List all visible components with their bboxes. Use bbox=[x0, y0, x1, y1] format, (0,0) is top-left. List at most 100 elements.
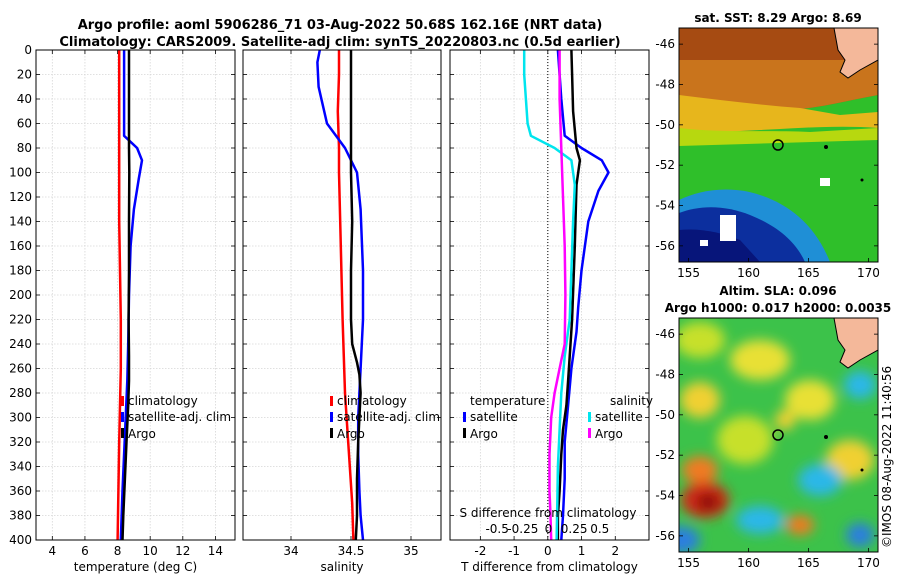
legend-label-temp-satellite: satellite bbox=[470, 410, 518, 424]
x-tick-label: -2 bbox=[474, 544, 486, 558]
y-tick-label: 360 bbox=[9, 484, 32, 498]
y-tick-label: 380 bbox=[9, 509, 32, 523]
plot-area bbox=[243, 49, 441, 541]
y-tick-label: 260 bbox=[9, 362, 32, 376]
x-tick-label: 0 bbox=[544, 544, 552, 558]
series-line-argo bbox=[349, 50, 362, 540]
plot-frame bbox=[35, 49, 236, 541]
x-tick-label: 14 bbox=[208, 544, 223, 558]
y-tick-label: 100 bbox=[9, 166, 32, 180]
lat-tick-label: -48 bbox=[655, 367, 675, 381]
y-tick-label: 180 bbox=[9, 264, 32, 278]
legend-label-satellite: satellite-adj. clim bbox=[128, 410, 231, 424]
series-line-climatology bbox=[336, 50, 355, 540]
lon-tick-label: 155 bbox=[677, 556, 700, 570]
lat-tick-label: -50 bbox=[655, 118, 675, 132]
lat-tick-label: -54 bbox=[655, 489, 675, 503]
temperature-legend: climatology satellite-adj. clim Argo bbox=[121, 394, 231, 441]
top-tick-label: -0.25 bbox=[507, 522, 538, 536]
legend-swatch-climatology bbox=[330, 396, 333, 406]
series-line-salinity-argo bbox=[548, 50, 567, 540]
lat-tick-label: -56 bbox=[655, 529, 675, 543]
y-tick-label: 120 bbox=[9, 190, 32, 204]
difference-top-axis-ticks: -0.5-0.25 0 0.25 0.5 bbox=[485, 522, 609, 536]
plot-frame bbox=[449, 49, 650, 541]
y-tick-label: 220 bbox=[9, 313, 32, 327]
legend-swatch-sal-satellite bbox=[588, 412, 591, 422]
top-tick-label: 0 bbox=[545, 522, 553, 536]
series-line-temperature-argo bbox=[556, 50, 582, 540]
legend-label-temp-argo: Argo bbox=[470, 427, 498, 441]
x-tick-label: 10 bbox=[143, 544, 158, 558]
sst-map bbox=[679, 28, 878, 262]
x-axis-label: T difference from climatology bbox=[460, 560, 638, 574]
header-title-line2: Climatology: CARS2009. Satellite-adj cli… bbox=[59, 35, 620, 50]
y-tick-label: 280 bbox=[9, 386, 32, 400]
legend-label-argo: Argo bbox=[128, 427, 156, 441]
series-group bbox=[522, 50, 610, 540]
lon-tick-label: 170 bbox=[857, 266, 880, 280]
y-tick-label: 40 bbox=[17, 92, 32, 106]
legend-swatch-satellite bbox=[330, 412, 333, 422]
x-tick-label: 34.5 bbox=[338, 544, 365, 558]
lat-tick-label: -46 bbox=[655, 37, 675, 51]
x-axis-label: salinity bbox=[320, 560, 363, 574]
legend-label-sal-argo: Argo bbox=[595, 427, 623, 441]
x-tick-label: 6 bbox=[81, 544, 89, 558]
legend-swatch-argo bbox=[330, 428, 333, 438]
x-tick-label: 12 bbox=[175, 544, 190, 558]
difference-top-axis-label: S difference from climatology bbox=[460, 506, 637, 520]
legend-label-satellite: satellite-adj. clim bbox=[337, 410, 440, 424]
lon-tick-label: 160 bbox=[737, 556, 760, 570]
plot-frame bbox=[242, 49, 442, 541]
legend-swatch-argo bbox=[121, 428, 124, 438]
legend-swatch-temp-satellite bbox=[463, 412, 466, 422]
series-line-satellite-adj-clim bbox=[119, 50, 144, 540]
y-tick-label: 300 bbox=[9, 411, 32, 425]
x-axis-label: temperature (deg C) bbox=[74, 560, 197, 574]
lon-tick-label: 170 bbox=[857, 556, 880, 570]
lat-tick-label: -56 bbox=[655, 239, 675, 253]
legend-label-climatology: climatology bbox=[337, 394, 407, 408]
lon-tick-label: 160 bbox=[737, 266, 760, 280]
plot-area bbox=[36, 49, 235, 541]
x-tick-label: -1 bbox=[508, 544, 520, 558]
top-tick-label: 0.5 bbox=[590, 522, 609, 536]
salinity-panel: 34 34.5 35 salinity bbox=[242, 49, 442, 574]
x-tick-label: 1 bbox=[578, 544, 586, 558]
legend-swatch-climatology bbox=[121, 396, 124, 406]
legend-swatch-satellite bbox=[121, 412, 124, 422]
series-group bbox=[116, 50, 144, 540]
lon-tick-label: 165 bbox=[797, 266, 820, 280]
legend-title-salinity: salinity bbox=[610, 394, 653, 408]
salinity-legend: climatology satellite-adj. clim Argo bbox=[330, 394, 440, 441]
y-tick-label: 20 bbox=[17, 68, 32, 82]
sla-map bbox=[679, 318, 878, 552]
y-tick-label: 400 bbox=[9, 533, 32, 547]
series-line-salinity-satellite bbox=[522, 50, 577, 540]
imos-watermark: ©IMOS 08-Aug-2022 11:40:56 bbox=[880, 366, 894, 548]
y-tick-label: 320 bbox=[9, 435, 32, 449]
temperature-panel: 0 20 40 60 80 100 120 140 160 180 200 220 240 260 280 3… bbox=[9, 43, 236, 574]
x-tick-label: 2 bbox=[611, 544, 619, 558]
lon-tick-label: 165 bbox=[797, 556, 820, 570]
series-line-argo bbox=[121, 50, 131, 540]
series-line-temperature-satellite bbox=[556, 50, 610, 540]
sla-map-title1: Altim. SLA: 0.096 bbox=[719, 284, 836, 298]
sla-map-title2: Argo h1000: 0.017 h2000: 0.0035 bbox=[665, 301, 892, 315]
y-tick-label: 140 bbox=[9, 215, 32, 229]
difference-panel: -2 -1 0 1 2 T difference from climatology bbox=[449, 49, 650, 574]
y-tick-label: 340 bbox=[9, 460, 32, 474]
lat-tick-label: -52 bbox=[655, 158, 675, 172]
lat-tick-label: -50 bbox=[655, 408, 675, 422]
series-group bbox=[316, 50, 365, 540]
y-tick-label: 0 bbox=[24, 43, 32, 57]
header-title-line1: Argo profile: aoml 5906286_71 03-Aug-202… bbox=[78, 18, 603, 33]
x-tick-label: 35 bbox=[403, 544, 418, 558]
difference-legend: temperature salinity satellite Argo sate… bbox=[463, 394, 653, 441]
x-tick-label: 34 bbox=[283, 544, 298, 558]
top-tick-label: -0.5 bbox=[485, 522, 508, 536]
lat-tick-label: -48 bbox=[655, 77, 675, 91]
